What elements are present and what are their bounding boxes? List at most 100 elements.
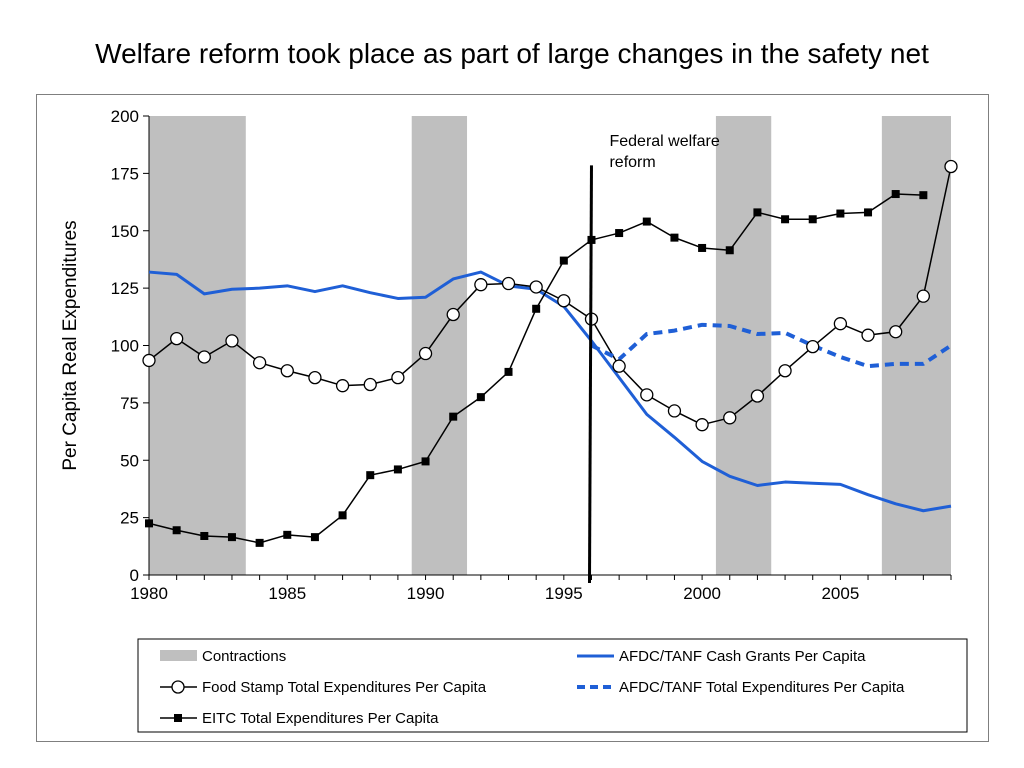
data-point (476, 393, 485, 402)
data-point (750, 389, 765, 403)
legend-label: AFDC/TANF Total Expenditures Per Capita (619, 679, 905, 696)
data-point (891, 190, 900, 199)
data-point (200, 531, 209, 540)
series-lines (142, 159, 958, 547)
y-tick-label: 150 (111, 222, 139, 241)
annotation-label: reform (609, 154, 655, 171)
data-point (864, 208, 873, 217)
legend-box (137, 638, 968, 733)
y-tick-label: 75 (120, 394, 139, 413)
data-point (861, 328, 875, 342)
data-point (338, 511, 347, 520)
x-tick-label: 1985 (268, 584, 306, 603)
series-line (148, 193, 924, 544)
y-tick-label: 100 (111, 337, 139, 356)
data-point (172, 526, 181, 535)
data-point (363, 377, 377, 392)
data-point (808, 215, 817, 224)
legend-label: AFDC/TANF Cash Grants Per Capita (619, 648, 866, 665)
data-point (667, 404, 682, 418)
data-point (308, 370, 322, 385)
data-point (227, 533, 236, 542)
data-point (532, 304, 541, 313)
x-tick-label: 1995 (545, 584, 583, 603)
legend-label: EITC Total Expenditures Per Capita (202, 710, 439, 727)
legend-label: Food Stamp Total Expenditures Per Capita (202, 679, 487, 696)
y-tick-label: 175 (111, 164, 139, 183)
data-point (474, 278, 488, 292)
welfare-reform-line (587, 165, 593, 584)
contraction-shading (149, 116, 951, 575)
axes: 0 25 50 75 100 125 150 175 200 1980 1985 1990 1995 20… (60, 107, 952, 603)
data-point (889, 325, 903, 339)
data-point (529, 280, 543, 294)
data-point (335, 379, 350, 393)
y-tick-label: 25 (120, 509, 139, 528)
annotation: Federal welfare reform (587, 133, 720, 584)
data-point (836, 209, 845, 218)
data-point (170, 331, 184, 346)
data-point (391, 370, 405, 385)
data-point (145, 519, 153, 528)
data-point (418, 346, 433, 361)
data-point (310, 533, 319, 542)
chart-svg: 0 25 50 75 100 125 150 175 200 1980 1985 1990 1995 20… (60, 107, 968, 733)
data-point (778, 364, 792, 378)
data-point (640, 388, 654, 402)
data-point (725, 246, 734, 255)
data-point (612, 359, 626, 373)
legend-label: Contractions (202, 648, 286, 665)
data-point (142, 353, 156, 368)
data-point (781, 215, 790, 224)
data-point (698, 243, 707, 252)
data-point (833, 317, 848, 331)
x-tick-label: 1980 (130, 584, 168, 603)
contraction-band (881, 116, 951, 575)
data-point (393, 465, 402, 474)
data-point (723, 411, 737, 425)
data-point (916, 289, 930, 303)
data-point (255, 538, 264, 547)
contraction-band (411, 116, 468, 575)
data-point (280, 364, 294, 378)
data-point (695, 418, 709, 432)
legend-marker (171, 680, 185, 694)
data-point (919, 191, 928, 200)
data-point (944, 159, 958, 174)
data-point (501, 276, 516, 291)
y-tick-label: 0 (130, 566, 139, 585)
data-point (504, 367, 513, 376)
data-point (615, 229, 624, 238)
data-point (421, 457, 430, 466)
slide-title: Welfare reform took place as part of lar… (95, 38, 929, 69)
y-tick-label: 200 (111, 107, 139, 126)
x-tick-label: 2005 (821, 584, 859, 603)
legend-marker (174, 714, 182, 722)
legend: Contractions AFDC/TANF Cash Grants Per Ca… (137, 638, 968, 733)
x-tick-label: 2000 (683, 584, 721, 603)
data-point (449, 412, 458, 421)
data-point (753, 208, 762, 217)
data-point (642, 217, 651, 226)
series-line (590, 322, 953, 369)
data-point (197, 350, 211, 364)
data-point (252, 356, 267, 370)
chart-area: 0 25 50 75 100 125 150 175 200 1980 1985 1990 1995 20… (36, 94, 989, 742)
x-tick-label: 1990 (407, 584, 445, 603)
data-point (446, 307, 460, 322)
data-point (559, 256, 568, 265)
series-line (148, 270, 952, 513)
y-tick-label: 50 (120, 451, 139, 470)
data-point (283, 530, 292, 539)
series-line (148, 166, 952, 426)
y-axis-label: Per Capita Real Expenditures (60, 220, 81, 470)
contraction-band (715, 116, 772, 575)
data-point (806, 339, 820, 354)
y-tick-label: 125 (111, 279, 139, 298)
data-point (557, 294, 571, 308)
legend-swatch (160, 650, 197, 661)
annotation-label: Federal welfare (609, 133, 719, 150)
data-point (670, 233, 679, 242)
data-point (366, 471, 375, 480)
data-point (225, 334, 239, 348)
